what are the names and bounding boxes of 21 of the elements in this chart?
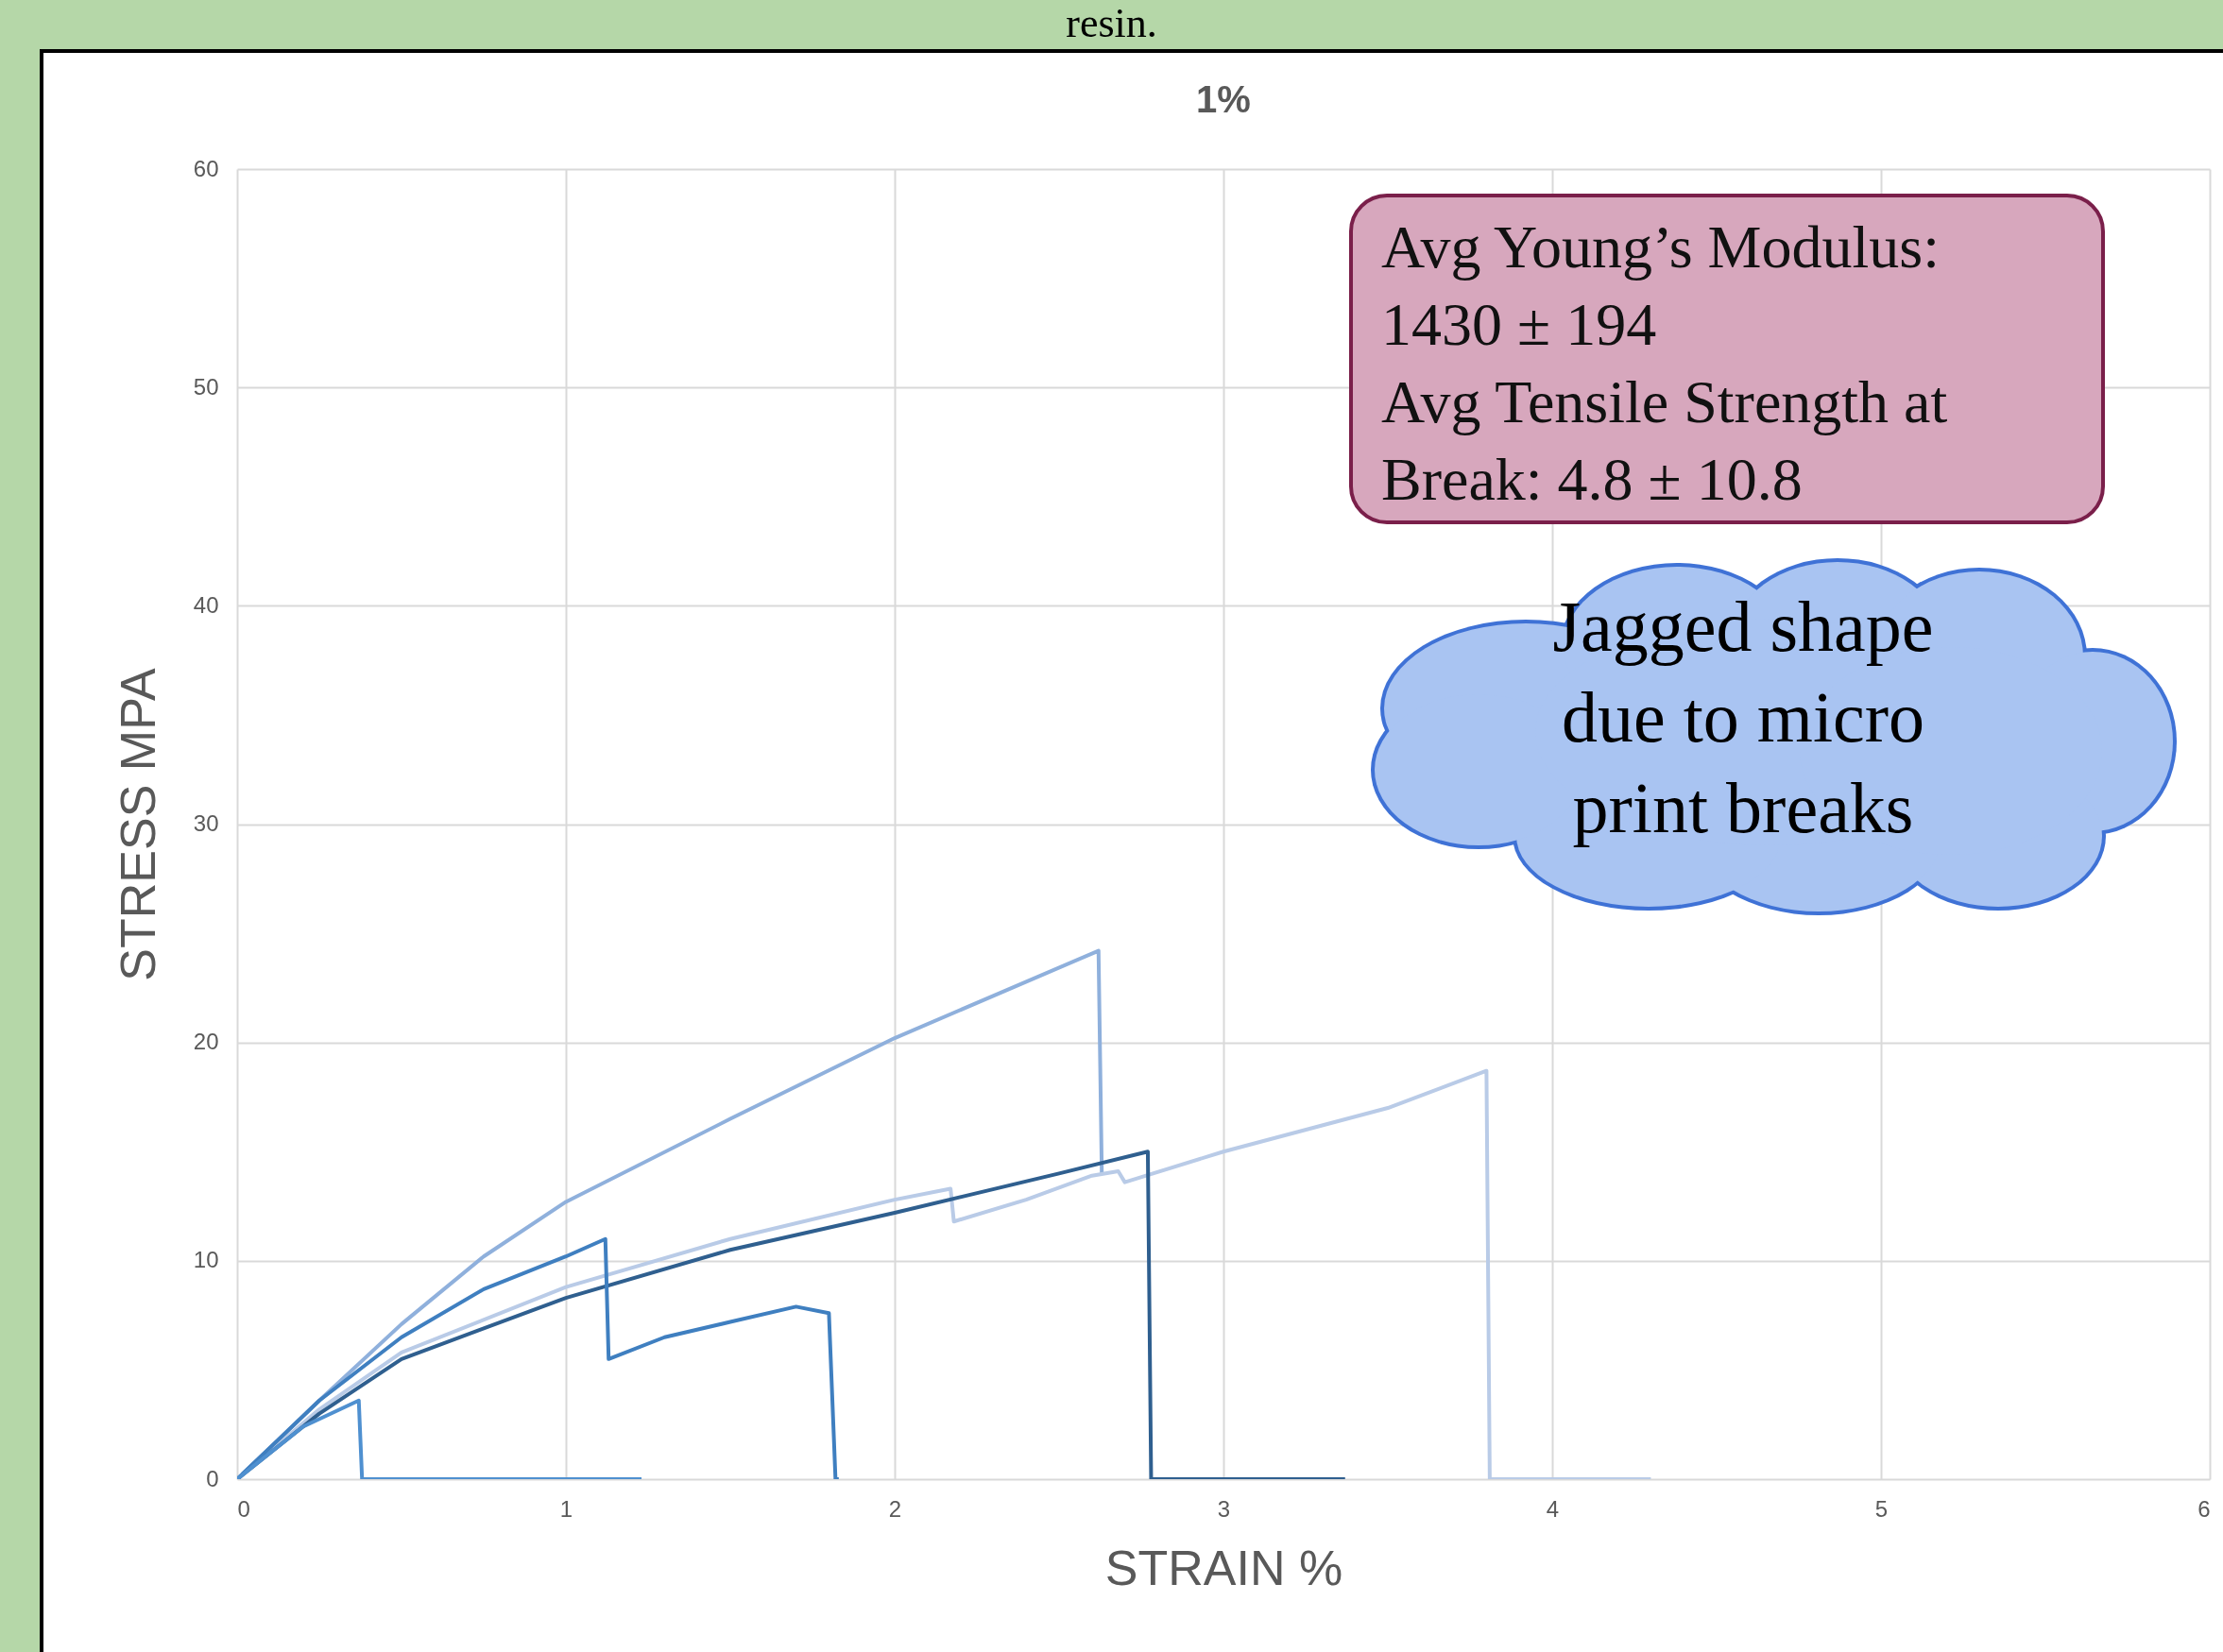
x-tick-label: 5 <box>1874 1495 1889 1522</box>
x-tick-label: 2 <box>888 1495 902 1522</box>
x-tick-label: 1 <box>559 1495 573 1522</box>
chart-title: 1% <box>1196 78 1251 120</box>
x-axis-title: STRAIN % <box>1104 1540 1343 1595</box>
y-tick-label: 20 <box>193 1029 219 1055</box>
x-tick-label: 3 <box>1217 1495 1231 1522</box>
y-tick-label: 0 <box>206 1465 219 1491</box>
y-tick-label: 60 <box>193 155 219 181</box>
annotation: Avg Young’s Modulus: 1430 ± 194 Avg Tensile Strength at Break: 4.8 ± 10.8 <box>1349 194 2105 524</box>
line-series <box>237 1236 841 1479</box>
y-tick-label: 10 <box>193 1247 219 1273</box>
x-tick-label: 4 <box>1546 1495 1560 1522</box>
y-tick-label: 50 <box>193 373 219 400</box>
x-tick-label: 6 <box>2197 1495 2211 1522</box>
y-tick-label: 40 <box>193 591 219 618</box>
y-axis-title: STRESS MPA <box>110 668 165 981</box>
annotation: Jagged shape due to micro print breaks <box>1551 586 1935 849</box>
text: resin. <box>1065 0 1158 47</box>
x-tick-label: 0 <box>237 1495 250 1522</box>
y-tick-label: 30 <box>193 810 219 836</box>
